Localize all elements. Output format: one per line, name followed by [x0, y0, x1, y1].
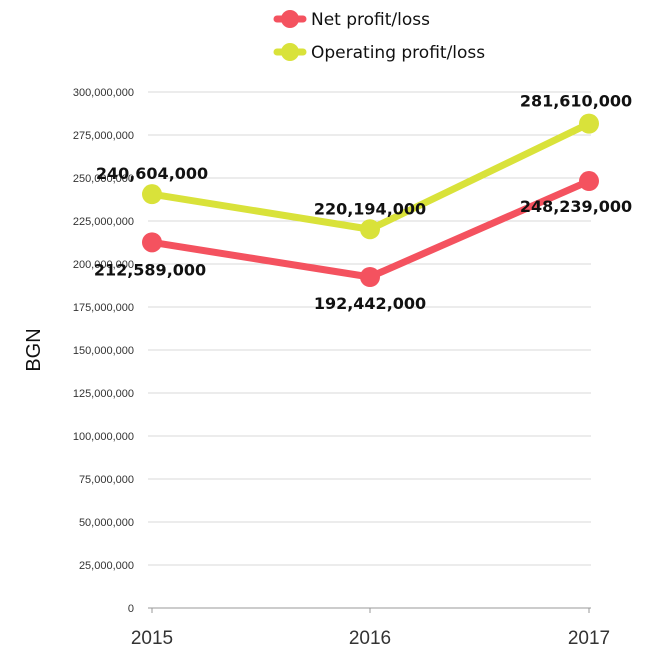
y-tick-label: 250,000,000 [73, 173, 134, 185]
y-tick-label: 175,000,000 [73, 302, 134, 314]
data-point [142, 232, 162, 253]
data-point [579, 113, 599, 134]
y-tick-label: 300,000,000 [73, 87, 134, 99]
x-tick-label: 2015 [131, 628, 173, 649]
y-tick-label: 225,000,000 [73, 216, 134, 228]
data-labels: 212,589,000 192,442,000 248,239,000 240,604… [94, 92, 632, 313]
y-tick-label: 0 [128, 603, 134, 615]
y-tick-label: 100,000,000 [73, 431, 134, 443]
data-label: 240,604,000 [96, 164, 208, 183]
data-point [579, 171, 599, 192]
legend-marker [281, 43, 299, 61]
y-tick-label: 125,000,000 [73, 388, 134, 400]
data-label: 212,589,000 [94, 260, 206, 279]
y-axis-ticks: 0 25,000,000 50,000,000 75,000,000 100,000,0… [73, 87, 134, 615]
data-label: 281,610,000 [520, 92, 632, 111]
data-point [142, 184, 162, 205]
data-label: 248,239,000 [520, 197, 632, 216]
data-point [360, 219, 380, 240]
x-tick-label: 2016 [349, 628, 391, 649]
legend: Net profit/loss Operating profit/loss [273, 10, 485, 63]
y-tick-label: 200,000,000 [73, 259, 134, 271]
y-tick-label: 25,000,000 [79, 560, 134, 572]
y-tick-label: 150,000,000 [73, 345, 134, 357]
x-tick-label: 2017 [568, 628, 610, 649]
y-axis-title: BGN [23, 328, 45, 371]
y-tick-label: 275,000,000 [73, 130, 134, 142]
data-label: 192,442,000 [314, 294, 426, 313]
gridlines [148, 91, 591, 566]
data-point [360, 266, 380, 287]
y-tick-label: 75,000,000 [79, 474, 134, 486]
data-label: 220,194,000 [314, 199, 426, 218]
series-lines [142, 113, 599, 287]
legend-marker [281, 10, 299, 28]
legend-label: Operating profit/loss [311, 43, 485, 63]
y-tick-label: 50,000,000 [79, 517, 134, 529]
legend-label: Net profit/loss [311, 10, 430, 30]
x-axis: 2015 2016 2017 [131, 607, 610, 649]
